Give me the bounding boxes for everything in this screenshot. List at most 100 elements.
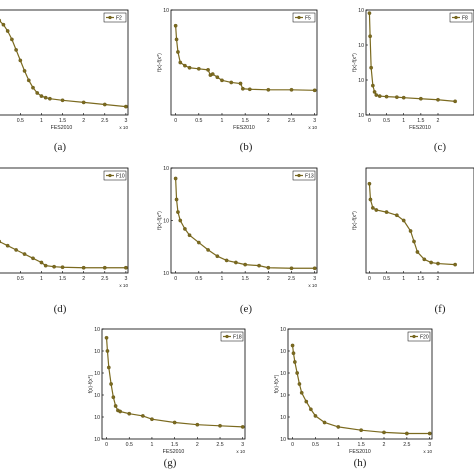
y-axis-label: f(x)-f(x*) — [274, 374, 280, 393]
data-point — [176, 210, 180, 214]
data-point — [52, 264, 56, 269]
x-tick-label: 0 — [368, 118, 371, 124]
x-tick-label: 0.5 — [17, 276, 24, 282]
data-point — [183, 63, 187, 68]
data-point — [374, 208, 379, 212]
x-tick-label: 3 — [124, 118, 127, 124]
legend-label: F8 — [462, 15, 468, 21]
y-tick-label: 10 — [94, 371, 100, 377]
y-tick-label: 10 — [280, 327, 286, 333]
legend: F8 — [449, 12, 473, 23]
x-tick-label: 1.5 — [417, 276, 424, 282]
legend-label: F2 — [116, 15, 122, 21]
legend-marker — [297, 15, 301, 20]
data-point — [422, 257, 427, 262]
data-point — [43, 95, 48, 100]
plot-frame — [170, 9, 318, 116]
x-tick-label: 1 — [402, 276, 405, 282]
data-point — [176, 50, 180, 54]
data-point — [39, 260, 44, 265]
data-point — [408, 229, 413, 233]
x-tick-label: 0.5 — [383, 118, 390, 124]
data-point — [395, 95, 399, 100]
x-tick-label: 0.5 — [312, 442, 319, 448]
data-point — [401, 218, 406, 223]
data-point — [429, 260, 433, 265]
y-tick-label: 10 — [163, 8, 169, 14]
data-point — [150, 417, 154, 422]
data-point — [384, 210, 389, 214]
panel-caption: (c) — [434, 141, 447, 153]
data-point — [367, 181, 372, 186]
plot-frame — [101, 328, 246, 440]
data-point — [266, 265, 271, 270]
y-tick-label: 10 — [280, 415, 286, 421]
chart-panel-c: 0 0.5 1 1.5 2 10 10 10 10 FES2010 f(x)-f(x*) F8 (c) — [352, 8, 474, 153]
data-point — [234, 260, 238, 265]
y-tick-label: 10 — [94, 327, 100, 333]
y-tick-label: 10 — [358, 43, 364, 49]
x-tick-label: 0 — [291, 442, 294, 448]
data-point — [113, 404, 118, 408]
data-point — [196, 240, 201, 245]
legend-marker — [225, 334, 229, 339]
data-point — [173, 176, 178, 181]
data-point — [206, 68, 210, 72]
data-point — [453, 99, 457, 104]
data-point — [289, 266, 294, 271]
series-F2 — [0, 18, 128, 109]
series-F20 — [290, 343, 432, 436]
data-point — [18, 58, 23, 63]
data-point — [104, 335, 109, 340]
plot-frame — [0, 167, 129, 274]
x-tick-label: 2.5 — [288, 276, 295, 282]
x-tick-label: 1.5 — [171, 442, 178, 448]
data-point — [81, 100, 86, 105]
x-tick-label: 2.5 — [101, 118, 108, 124]
plot-frame — [365, 167, 474, 274]
data-point — [368, 197, 373, 202]
data-point — [401, 95, 406, 100]
x-tick-label: 1 — [40, 118, 43, 124]
series-F10 — [0, 239, 128, 270]
y-tick-label: 10 — [280, 437, 286, 443]
y-tick-label: 10 — [94, 349, 100, 355]
plot-frame — [0, 9, 129, 116]
data-point — [312, 88, 317, 93]
x-tick-label: 1.5 — [358, 442, 365, 448]
x-tick-label: 1 — [150, 442, 153, 448]
data-point — [299, 390, 304, 395]
x-tick-label: 0 — [174, 118, 177, 124]
series-line — [368, 13, 456, 102]
series-F8 — [367, 11, 457, 104]
chart-panel-a: 0.5 1 1.5 2 2.5 3 FES2010 x 10 F2 (a) — [0, 9, 129, 153]
x-tick-label: 3 — [241, 442, 244, 448]
y-tick-label: 10 — [358, 113, 364, 119]
x-tick-label: 2 — [267, 276, 270, 282]
data-point — [178, 218, 183, 223]
data-point — [196, 66, 201, 71]
data-point — [240, 86, 245, 91]
legend-label: F5 — [305, 15, 311, 21]
data-point — [368, 34, 372, 39]
chart-panel-g: 0 0.5 1 1.5 2 2.5 3 10 10 10 10 10 10 FES2010 x 10 f(x)… — [88, 327, 245, 469]
series-line — [0, 20, 126, 108]
legend-label: F20 — [420, 334, 429, 340]
series-line — [291, 345, 430, 435]
x-tick-label: 0.5 — [195, 118, 202, 124]
data-point — [109, 382, 113, 386]
x-exponent-label: x 10 — [119, 283, 128, 288]
data-point — [436, 97, 440, 102]
data-point — [48, 96, 52, 101]
chart-panel-f: 0 0.5 1 1.5 2 f(x)-f(x*) (f) — [352, 167, 474, 315]
data-point — [111, 395, 116, 400]
x-tick-label: 2 — [383, 442, 386, 448]
data-point — [243, 262, 248, 267]
data-point — [127, 411, 132, 416]
x-tick-label: 2.5 — [216, 442, 223, 448]
panel-caption: (a) — [54, 141, 67, 153]
y-tick-label: 10 — [163, 271, 169, 277]
y-tick-label: 10 — [163, 166, 169, 172]
data-point — [372, 90, 377, 94]
data-point — [415, 250, 420, 254]
